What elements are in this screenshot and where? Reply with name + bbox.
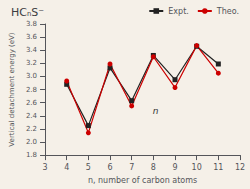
svg-text:2.4: 2.4	[26, 112, 38, 120]
svg-text:8: 8	[151, 163, 156, 172]
svg-text:4: 4	[64, 163, 69, 172]
svg-text:n: n	[153, 106, 159, 116]
svg-text:2.0: 2.0	[26, 138, 37, 146]
svg-text:2.6: 2.6	[26, 99, 38, 107]
svg-text:n, number of carbon atoms: n, number of carbon atoms	[88, 176, 197, 185]
svg-text:3.6: 3.6	[26, 33, 38, 41]
svg-text:HCₙS⁻: HCₙS⁻	[11, 6, 44, 19]
svg-text:3.0: 3.0	[26, 72, 37, 80]
svg-text:12: 12	[235, 163, 245, 172]
svg-text:Expt.: Expt.	[168, 7, 189, 16]
svg-text:11: 11	[213, 163, 223, 172]
svg-text:2.2: 2.2	[26, 125, 37, 133]
svg-text:3: 3	[42, 163, 47, 172]
svg-text:10: 10	[192, 163, 202, 172]
svg-text:Theo.: Theo.	[216, 7, 239, 16]
svg-text:3.2: 3.2	[26, 59, 37, 67]
svg-text:9: 9	[172, 163, 177, 172]
svg-text:6: 6	[107, 163, 112, 172]
svg-text:2.8: 2.8	[26, 86, 37, 94]
svg-text:5: 5	[86, 163, 91, 172]
svg-text:3.4: 3.4	[26, 46, 38, 54]
svg-text:7: 7	[129, 163, 134, 172]
svg-text:1.8: 1.8	[26, 151, 37, 159]
svg-text:3.8: 3.8	[26, 20, 37, 28]
svg-text:Vertical detachment energy (eV: Vertical detachment energy (eV)	[8, 32, 16, 146]
